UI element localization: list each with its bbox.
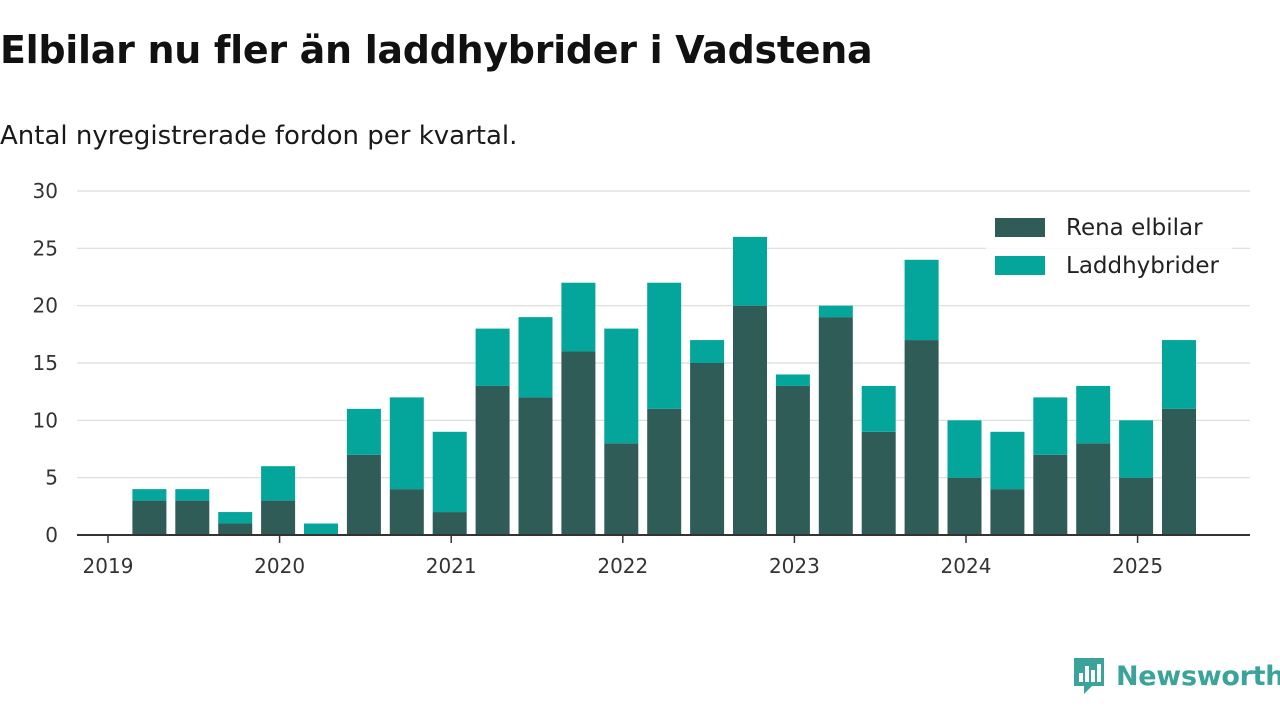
bar-laddhybrider <box>175 489 210 501</box>
bar-rena-elbilar <box>990 489 1025 535</box>
bar-laddhybrider <box>261 466 296 501</box>
bar-laddhybrider <box>304 523 338 535</box>
y-tick-label: 5 <box>45 466 58 490</box>
bar-rena-elbilar <box>690 363 725 535</box>
bar-rena-elbilar <box>261 500 296 535</box>
y-tick-label: 30 <box>33 179 58 203</box>
bar-laddhybrider <box>346 408 381 455</box>
x-tick-label: 2025 <box>1112 554 1163 578</box>
bar-laddhybrider <box>1033 397 1068 455</box>
chart-title: Elbilar nu fler än laddhybrider i Vadste… <box>0 28 873 72</box>
bar-laddhybrider <box>1076 385 1111 444</box>
bars <box>132 236 1196 535</box>
bar-laddhybrider <box>775 374 810 386</box>
bar-rena-elbilar <box>818 317 853 535</box>
legend-swatch <box>995 218 1045 237</box>
legend: Rena elbilar Laddhybrider <box>986 206 1232 292</box>
bar-rena-elbilar <box>175 500 210 535</box>
brand-logo: Newsworthy <box>1072 656 1280 696</box>
chart-subtitle: Antal nyregistrerade fordon per kvartal. <box>0 121 518 151</box>
x-tick-label: 2023 <box>769 554 820 578</box>
bar-rena-elbilar <box>346 454 381 535</box>
y-tick-label: 25 <box>33 236 58 260</box>
legend-swatch <box>995 256 1045 275</box>
bar-laddhybrider <box>218 512 253 524</box>
bar-rena-elbilar <box>518 397 553 535</box>
bar-laddhybrider <box>990 431 1025 490</box>
bar-laddhybrider <box>861 385 896 432</box>
bar-rena-elbilar <box>1033 454 1068 535</box>
bar-laddhybrider <box>132 489 167 501</box>
x-tick-label: 2024 <box>941 554 992 578</box>
x-tick-label: 2022 <box>597 554 648 578</box>
bar-laddhybrider <box>518 317 553 398</box>
bar-rena-elbilar <box>861 431 896 535</box>
bar-laddhybrider <box>1162 340 1196 409</box>
x-tick-label: 2019 <box>83 554 134 578</box>
newsworthy-logo-icon <box>1074 658 1104 694</box>
bar-rena-elbilar <box>904 340 939 535</box>
legend-label: Laddhybrider <box>1066 253 1219 279</box>
bar-rena-elbilar <box>132 500 167 535</box>
bar-rena-elbilar <box>432 512 467 535</box>
bar-laddhybrider <box>690 340 725 363</box>
legend-label: Rena elbilar <box>1066 215 1203 241</box>
bar-rena-elbilar <box>647 408 682 535</box>
bar-rena-elbilar <box>947 477 982 535</box>
bar-laddhybrider <box>904 259 939 341</box>
bar-laddhybrider <box>432 431 467 513</box>
bar-rena-elbilar <box>561 351 596 535</box>
x-tick-label: 2021 <box>426 554 477 578</box>
y-tick-label: 20 <box>33 294 58 318</box>
bar-rena-elbilar <box>1076 443 1111 535</box>
y-tick-label: 10 <box>33 408 58 432</box>
bar-laddhybrider <box>389 397 424 490</box>
bar-laddhybrider <box>1119 420 1154 478</box>
bar-laddhybrider <box>947 420 982 478</box>
bar-rena-elbilar <box>775 385 810 535</box>
bar-laddhybrider <box>604 328 639 444</box>
x-tick-label: 2020 <box>254 554 305 578</box>
bar-laddhybrider <box>818 305 853 318</box>
bar-rena-elbilar <box>1119 477 1154 535</box>
bar-laddhybrider <box>647 282 682 409</box>
bar-rena-elbilar <box>604 443 639 535</box>
bar-laddhybrider <box>733 236 767 306</box>
bar-laddhybrider <box>561 282 596 352</box>
bar-rena-elbilar <box>1162 408 1196 535</box>
bar-rena-elbilar <box>218 523 253 535</box>
y-tick-label: 15 <box>33 351 58 375</box>
bar-rena-elbilar <box>389 489 424 535</box>
bar-rena-elbilar <box>475 385 510 535</box>
brand-name: Newsworthy <box>1116 660 1280 692</box>
bar-laddhybrider <box>475 328 510 386</box>
bar-rena-elbilar <box>733 305 767 535</box>
y-tick-label: 0 <box>45 523 58 547</box>
